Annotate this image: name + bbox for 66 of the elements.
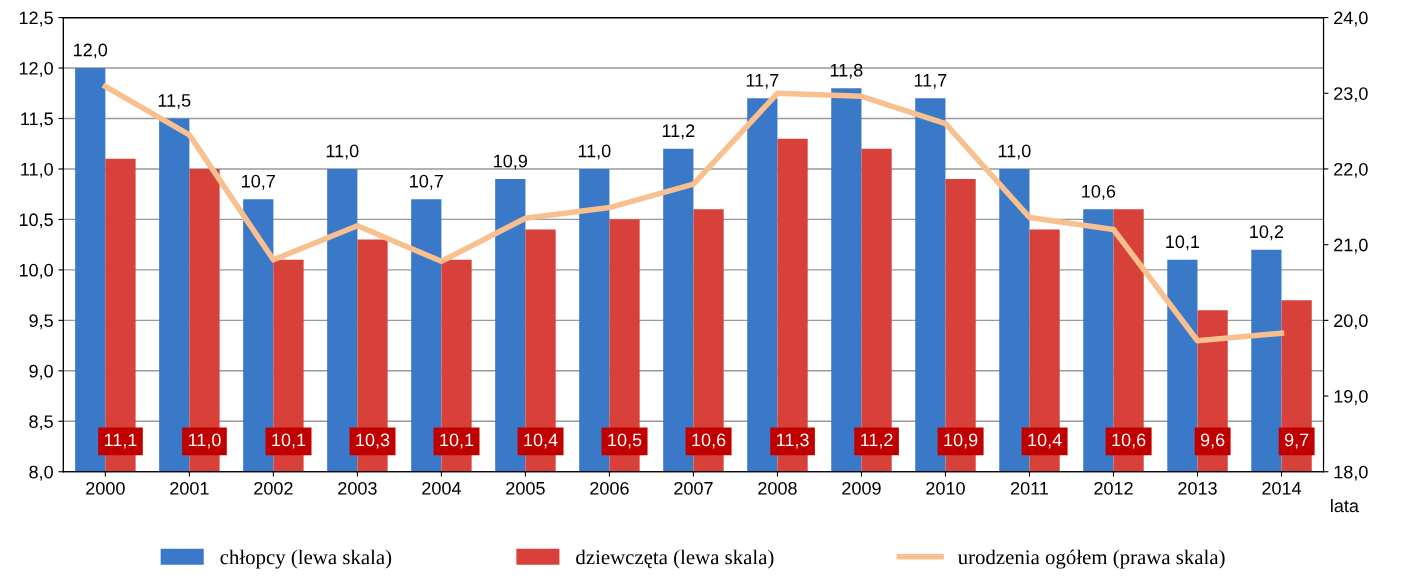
x-tick-label: 2014 xyxy=(1262,481,1302,495)
x-tick-label: 2011 xyxy=(1010,481,1049,495)
x-tick-label: 2008 xyxy=(758,481,797,495)
data-label: 11,7 xyxy=(746,74,779,89)
data-label: 11,0 xyxy=(188,433,221,449)
data-label: 10,9 xyxy=(494,154,528,170)
x-tick-label: 2012 xyxy=(1094,481,1133,495)
y-tick-label: 9,0 xyxy=(29,364,53,380)
x-tick-label: 2010 xyxy=(926,481,965,495)
x-axis-title: lata xyxy=(1331,498,1359,513)
x-tick-label: 2005 xyxy=(506,481,545,495)
data-label: 10,4 xyxy=(1028,433,1062,449)
data-label: 11,7 xyxy=(914,74,947,89)
data-label: 12,0 xyxy=(74,43,108,59)
data-label: 10,6 xyxy=(1082,184,1116,200)
data-label: 10,1 xyxy=(1166,235,1200,251)
y-tick-label: 11,5 xyxy=(21,112,53,128)
y-tick-label: 8,5 xyxy=(29,415,53,431)
y-tick-label: 11,0 xyxy=(21,162,53,178)
y2-tick-label: 23,0 xyxy=(1334,87,1368,103)
data-label: 11,0 xyxy=(326,144,359,160)
data-label: 10,7 xyxy=(242,174,275,190)
data-label: 10,5 xyxy=(608,433,642,449)
y2-tick-label: 20,0 xyxy=(1334,314,1368,330)
y2-tick-label: 22,0 xyxy=(1334,162,1368,178)
y2-tick-label: 21,0 xyxy=(1334,238,1368,254)
x-tick-label: 2007 xyxy=(674,481,713,495)
data-label: 10,6 xyxy=(1112,433,1146,449)
x-tick-label: 2006 xyxy=(590,481,629,495)
y2-tick-label: 19,0 xyxy=(1334,389,1368,405)
data-label: 10,4 xyxy=(524,433,558,449)
x-tick-label: 2009 xyxy=(842,481,881,495)
data-label: 11,5 xyxy=(158,94,191,109)
y-tick-label: 10,0 xyxy=(19,263,53,279)
y-tick-label: 12,5 xyxy=(19,11,53,27)
data-label: 11,3 xyxy=(777,433,809,449)
data-label: 10,1 xyxy=(272,433,306,449)
x-tick-label: 2002 xyxy=(254,481,293,495)
x-tick-label: 2003 xyxy=(338,481,377,495)
y2-tick-label: 24,0 xyxy=(1334,11,1368,27)
x-tick-label: 2004 xyxy=(422,481,461,495)
legend-label: dziewczęta (lewa skala) xyxy=(576,549,774,569)
data-label: 11,0 xyxy=(578,144,611,160)
data-label: 9,7 xyxy=(1284,433,1309,449)
data-label: 10,1 xyxy=(440,433,474,449)
x-tick-label: 2001 xyxy=(170,481,209,495)
x-tick-label: 2000 xyxy=(86,481,125,495)
data-label: 10,6 xyxy=(692,433,726,449)
data-label: 11,2 xyxy=(861,433,893,449)
y-tick-label: 12,0 xyxy=(19,61,53,77)
data-label: 11,2 xyxy=(662,124,695,140)
data-label: 11,1 xyxy=(104,433,137,449)
data-label: 11,8 xyxy=(830,63,863,79)
y2-tick-label: 18,0 xyxy=(1334,465,1368,481)
legend-label: chłopcy (lewa skala) xyxy=(220,549,392,569)
legend-label: urodzenia ogółem (prawa skala) xyxy=(957,549,1225,569)
data-label: 10,3 xyxy=(356,433,390,449)
data-label: 9,6 xyxy=(1200,433,1225,449)
y-tick-label: 10,5 xyxy=(19,213,53,229)
data-label: 10,7 xyxy=(410,174,443,190)
y-tick-label: 9,5 xyxy=(29,314,53,330)
data-label: 11,0 xyxy=(998,144,1031,160)
data-label: 10,2 xyxy=(1250,225,1284,241)
x-tick-label: 2013 xyxy=(1178,481,1217,495)
data-label: 10,9 xyxy=(944,433,978,449)
y-tick-label: 8,0 xyxy=(29,465,53,481)
